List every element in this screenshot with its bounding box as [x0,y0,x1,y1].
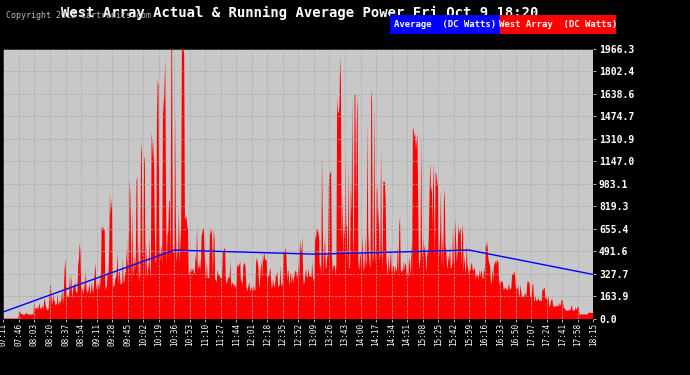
Text: Average  (DC Watts): Average (DC Watts) [394,20,496,29]
Text: West Array Actual & Running Average Power Fri Oct 9 18:20: West Array Actual & Running Average Powe… [61,6,539,20]
Text: West Array  (DC Watts): West Array (DC Watts) [499,20,618,29]
Text: Copyright 2015 Cartronics.com: Copyright 2015 Cartronics.com [6,11,150,20]
